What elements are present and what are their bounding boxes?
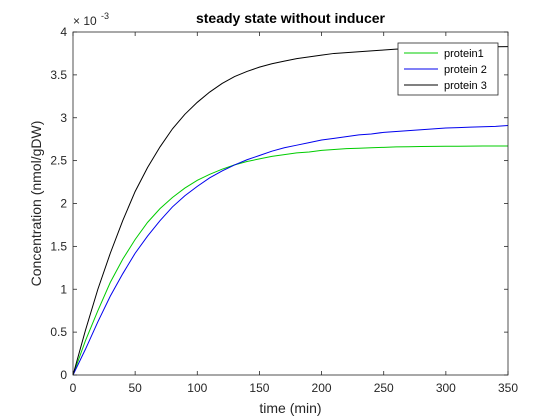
x-tick-label: 0 [70, 381, 77, 395]
y-tick-label: 0.5 [50, 325, 67, 339]
y-tick-label: 1 [60, 282, 67, 296]
chart-title: steady state without inducer [196, 10, 386, 26]
x-tick-label: 100 [187, 381, 207, 395]
x-tick-label: 250 [374, 381, 394, 395]
legend: protein1 protein 2 protein 3 [398, 43, 498, 95]
x-tick-label: 200 [312, 381, 332, 395]
x-tick-label: 300 [436, 381, 456, 395]
y-tick-label: 2 [60, 197, 67, 211]
y-tick-label: 1.5 [50, 239, 67, 253]
y-tick-label: 3 [60, 111, 67, 125]
y-axis-exponent-base: × 10 [73, 14, 97, 28]
y-tick-label: 4 [60, 25, 67, 39]
x-tick-label: 50 [128, 381, 142, 395]
legend-label-1: protein1 [444, 48, 484, 60]
x-tick-label: 150 [249, 381, 269, 395]
legend-label-2: protein 2 [444, 64, 487, 76]
x-axis-label: time (min) [259, 400, 321, 416]
x-tick-label: 350 [498, 381, 518, 395]
y-tick-label: 2.5 [50, 154, 67, 168]
y-tick-label: 0 [60, 368, 67, 382]
legend-label-3: protein 3 [444, 80, 487, 92]
y-tick-label: 3.5 [50, 68, 67, 82]
y-axis-label: Concentration (nmol/gDW) [28, 121, 44, 287]
y-axis-exponent-power: -3 [101, 11, 109, 21]
